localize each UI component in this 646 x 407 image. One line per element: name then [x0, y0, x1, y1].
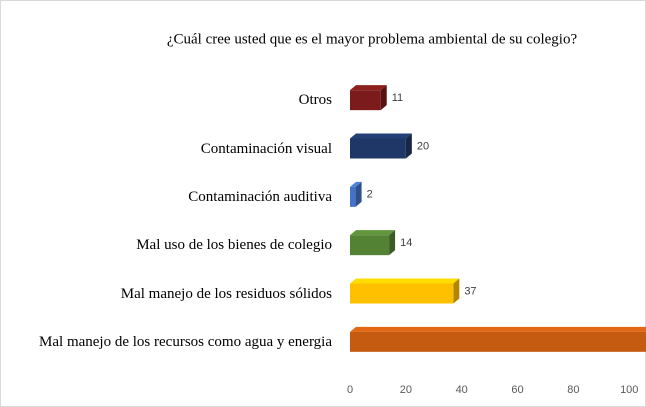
bar-top — [350, 181, 362, 187]
bar-front — [350, 235, 390, 256]
bar-front — [350, 90, 381, 111]
data-label: 37 — [464, 285, 476, 297]
bar-top — [350, 133, 412, 139]
y-tick-label: Contaminación visual — [200, 140, 332, 157]
bar-side — [389, 230, 396, 256]
y-tick-label: Mal uso de los bienes de colegio — [136, 237, 332, 254]
bar-front — [350, 331, 646, 352]
bar-top — [350, 230, 396, 236]
bar-front — [350, 283, 454, 304]
bar — [350, 181, 362, 207]
bar-side — [453, 278, 460, 304]
bar-top — [350, 278, 460, 284]
x-tick-label: 80 — [567, 384, 579, 396]
bar — [350, 230, 396, 256]
data-label: 14 — [400, 237, 412, 249]
bar — [350, 326, 646, 352]
bar-side — [355, 181, 362, 207]
bar-front — [350, 186, 356, 207]
bar — [350, 278, 460, 304]
data-label: 20 — [417, 140, 429, 152]
bar-front — [350, 138, 406, 159]
y-tick-label: Mal manejo de los recursos como agua y e… — [39, 333, 332, 350]
bar-top — [350, 85, 387, 91]
x-tick-label: 60 — [511, 384, 523, 396]
y-tick-label: Mal manejo de los residuos sólidos — [120, 285, 332, 302]
bar-top — [350, 326, 646, 332]
x-tick-label: 0 — [347, 384, 353, 396]
x-tick-label: 20 — [400, 384, 412, 396]
y-tick-label: Otros — [298, 92, 332, 109]
bar-side — [380, 85, 387, 111]
chart-title: ¿Cuál cree usted que es el mayor problem… — [167, 31, 578, 47]
x-tick-label: 100 — [620, 384, 638, 396]
bar — [350, 133, 412, 159]
data-label: 11 — [392, 92, 403, 104]
bar — [350, 85, 387, 111]
y-tick-label: Contaminación auditiva — [188, 188, 332, 205]
data-label: 2 — [367, 189, 373, 201]
x-tick-label: 40 — [456, 384, 468, 396]
bar-side — [405, 133, 412, 159]
